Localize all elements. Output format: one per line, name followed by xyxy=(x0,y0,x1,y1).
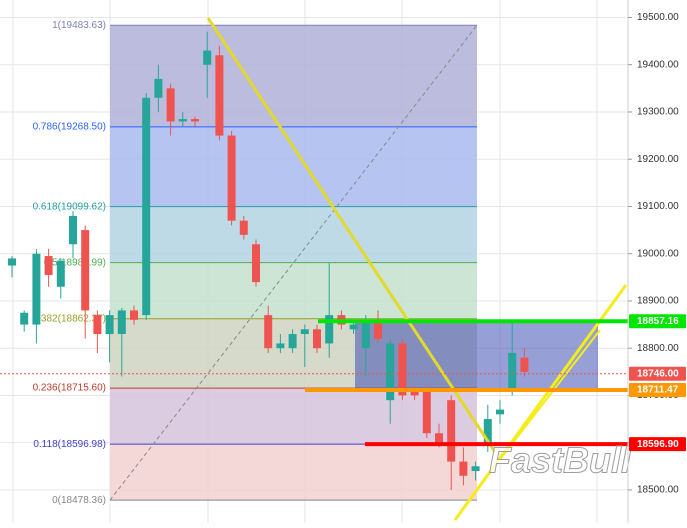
candle-body xyxy=(361,319,370,349)
candle-body xyxy=(56,260,65,287)
candle-body xyxy=(93,315,102,335)
y-tick-label: 18500.00 xyxy=(637,485,679,496)
price-tags: 18857.16 18746.00 18711.47 18596.90 xyxy=(629,314,686,452)
y-tick-label: 19300.00 xyxy=(637,107,679,118)
candle-body xyxy=(227,135,236,221)
y-tick-label: 19100.00 xyxy=(637,201,679,212)
candle-body xyxy=(410,390,419,396)
candle-body xyxy=(117,310,126,335)
candle-body xyxy=(191,119,199,122)
fib-label: 1(19483.63) xyxy=(52,20,106,31)
candle-body xyxy=(44,256,53,275)
candle-body xyxy=(69,215,77,245)
candle-body xyxy=(239,220,248,235)
y-tick-label: 19500.00 xyxy=(637,12,679,23)
candle-body xyxy=(264,315,273,349)
candles xyxy=(8,31,529,490)
trend-line xyxy=(206,17,497,453)
candle-body xyxy=(386,343,395,401)
candle-body xyxy=(142,97,151,316)
fib-band xyxy=(110,444,477,501)
price-tag xyxy=(629,383,686,398)
candle-body xyxy=(398,343,407,396)
price-tag-label: 18711.47 xyxy=(637,385,679,396)
fib-band xyxy=(110,388,477,445)
candle-body xyxy=(447,400,456,462)
candle-body xyxy=(203,50,212,65)
fib-diagonal xyxy=(109,24,478,501)
fib-label: 0.118(18596.98) xyxy=(33,439,106,450)
fib-label: 0.382(18862.37) xyxy=(33,313,106,324)
y-tick-label: 18800.00 xyxy=(637,343,679,354)
fib-label: 0(18478.36) xyxy=(52,495,106,506)
candle-body xyxy=(20,312,29,325)
candle-body xyxy=(288,334,297,349)
fib-label: 0.618(19099.62) xyxy=(33,201,106,212)
candle-body xyxy=(325,315,334,344)
candle-body xyxy=(483,419,492,443)
candle-body xyxy=(520,357,529,372)
y-tick-label: 19200.00 xyxy=(637,154,679,165)
candle-body xyxy=(32,253,41,325)
candle-body xyxy=(166,88,175,122)
candle-body xyxy=(313,329,321,349)
candle-body xyxy=(178,119,187,122)
y-tick-label: 19400.00 xyxy=(637,59,679,70)
fib-label: 0.5(18980.99) xyxy=(44,257,106,268)
candle-body xyxy=(105,315,114,335)
candle-body xyxy=(215,55,224,136)
candle-body xyxy=(459,461,468,476)
price-tag xyxy=(629,437,686,452)
price-levels xyxy=(0,319,628,447)
candle-body xyxy=(154,78,163,98)
fib-band xyxy=(110,25,477,127)
trend-line xyxy=(453,284,628,521)
candle-body xyxy=(276,343,285,349)
candle-body xyxy=(252,244,260,283)
price-tag-label: 18857.16 xyxy=(637,316,679,327)
y-tick-label: 18900.00 xyxy=(637,296,679,307)
price-tag-label: 18746.00 xyxy=(637,368,679,379)
watermark: FastBull xyxy=(489,440,632,481)
candle-body xyxy=(130,310,138,320)
y-tick-label: 19000.00 xyxy=(637,248,679,259)
candle-body xyxy=(496,409,504,415)
candle-body xyxy=(8,258,16,266)
candle-body xyxy=(374,319,382,339)
fib-label: 0.236(18715.60) xyxy=(33,383,106,394)
trend-line xyxy=(497,329,601,463)
candle-body xyxy=(471,466,480,472)
candle-body xyxy=(422,390,431,434)
fib-band xyxy=(110,206,477,263)
candle-body xyxy=(508,352,517,391)
price-tag-label: 18596.90 xyxy=(637,439,679,450)
fib-band xyxy=(110,262,477,319)
candle-body xyxy=(435,433,443,443)
price-tag xyxy=(629,314,686,329)
candle-body xyxy=(349,324,358,330)
fib-label: 0.786(19268.50) xyxy=(33,121,106,132)
candle-body xyxy=(81,230,90,311)
candle-body xyxy=(300,329,309,335)
fib-band xyxy=(110,126,477,207)
price-tag xyxy=(629,366,686,381)
